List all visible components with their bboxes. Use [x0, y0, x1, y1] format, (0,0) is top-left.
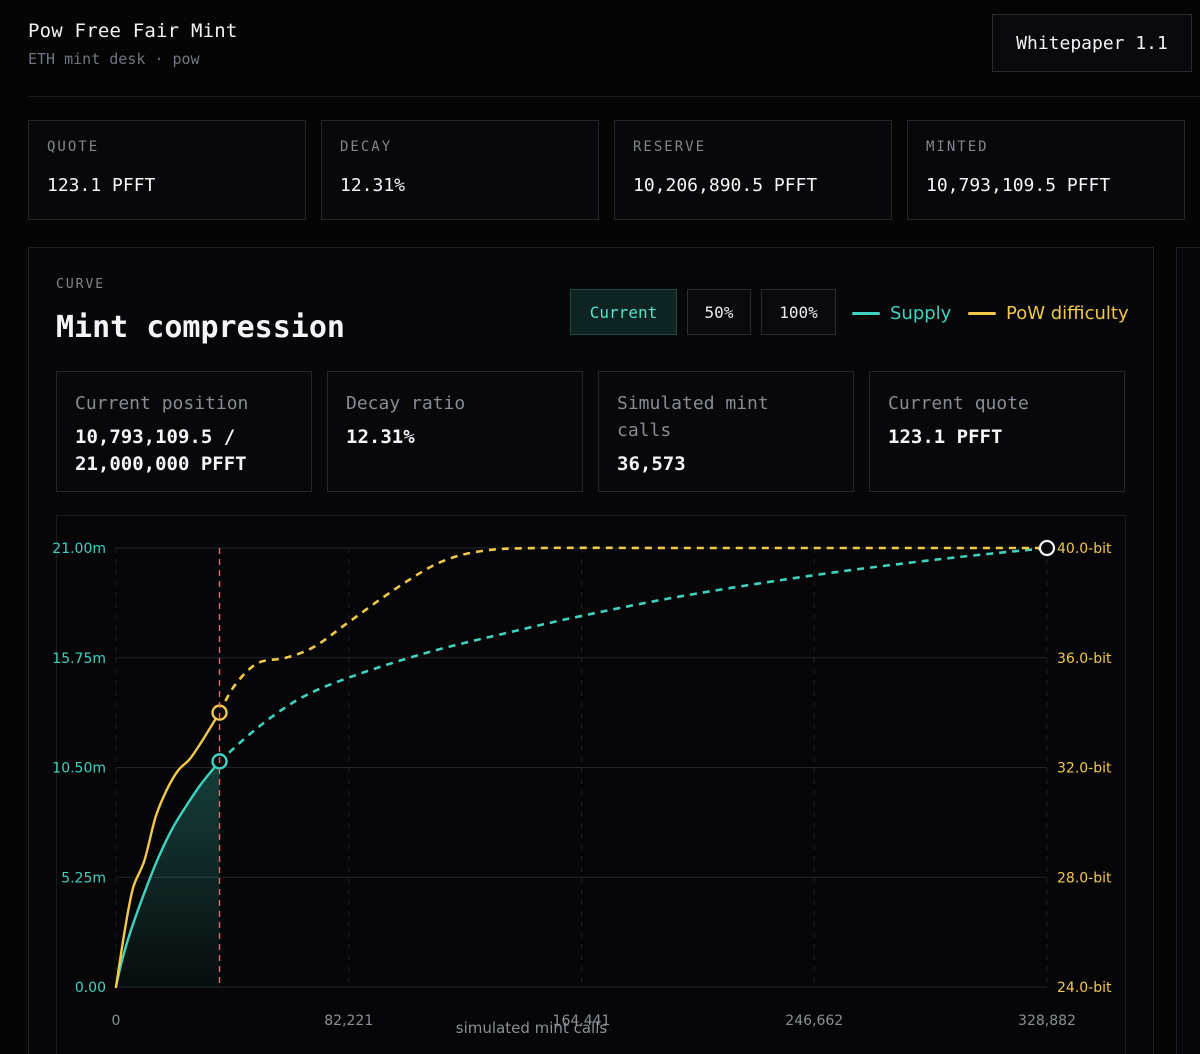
app-subtitle: ETH mint desk · pow	[28, 50, 200, 68]
metric-card-position: Current position 10,793,109.5 / 21,000,0…	[56, 371, 312, 492]
metric-label: Decay ratio	[346, 393, 466, 414]
y-right-tick-label: 40.0-bit	[1057, 541, 1112, 557]
stat-label: MINTED	[926, 139, 989, 155]
metric-value: 10,793,109.5 / 21,000,000 PFFT	[75, 426, 247, 475]
supply-line-projected	[218, 546, 1048, 763]
x-tick-label: 328,882	[1018, 1013, 1076, 1029]
pow-difficulty-line-actual	[114, 711, 221, 989]
header-divider	[28, 96, 1200, 97]
y-left-tick-label: 15.75m	[52, 651, 106, 667]
metric-card-quote: Current quote 123.1 PFFT	[869, 371, 1125, 492]
stat-value: 10,206,890.5 PFFT	[633, 175, 818, 196]
legend-label-supply: Supply	[890, 302, 952, 324]
metric-value: 36,573	[617, 453, 686, 475]
legend-supply: Supply	[852, 300, 951, 326]
metric-value: 12.31%	[346, 426, 415, 448]
legend-pow: PoW difficulty	[968, 300, 1129, 326]
app-title: Pow Free Fair Mint	[28, 20, 238, 42]
stat-label: DECAY	[340, 139, 393, 155]
side-panel	[1176, 247, 1200, 1054]
metric-label: Simulated mint calls	[617, 393, 769, 441]
metric-card-decay: Decay ratio 12.31%	[327, 371, 583, 492]
stat-value: 123.1 PFFT	[47, 175, 156, 196]
stat-label: RESERVE	[633, 139, 707, 155]
x-tick-label: 246,662	[785, 1013, 843, 1029]
metric-value: 123.1 PFFT	[888, 426, 1003, 448]
x-axis-title: simulated mint calls	[456, 1019, 608, 1037]
y-right-tick-label: 24.0-bit	[1057, 980, 1112, 996]
y-left-tick-label: 10.50m	[52, 761, 106, 777]
y-left-tick-label: 0.00	[75, 980, 106, 996]
section-label: CURVE	[56, 277, 106, 292]
x-tick-label: 0	[112, 1013, 121, 1029]
range-button-current[interactable]: Current	[570, 289, 677, 335]
stat-card-reserve: RESERVE 10,206,890.5 PFFT	[614, 120, 892, 220]
endpoint-marker	[1038, 539, 1056, 557]
stat-card-decay: DECAY 12.31%	[321, 120, 599, 220]
y-right-tick-label: 32.0-bit	[1057, 761, 1112, 777]
stat-card-quote: QUOTE 123.1 PFFT	[28, 120, 306, 220]
legend-label-pow: PoW difficulty	[1006, 302, 1129, 324]
section-title: Mint compression	[56, 310, 345, 345]
supply-area-fill	[116, 761, 220, 987]
supply-line-actual	[114, 760, 221, 989]
metric-label: Current position	[75, 393, 249, 414]
pow-difficulty-line-projected	[218, 546, 1047, 714]
x-tick-label: 82,221	[324, 1013, 373, 1029]
metric-card-simulated: Simulated mint calls 36,573	[598, 371, 854, 492]
y-right-tick-label: 36.0-bit	[1057, 651, 1112, 667]
metric-label: Current quote	[888, 393, 1029, 414]
whitepaper-button[interactable]: Whitepaper 1.1	[992, 14, 1192, 72]
range-button-100[interactable]: 100%	[761, 289, 836, 335]
legend-swatch-pow	[968, 311, 996, 315]
range-button-50[interactable]: 50%	[687, 289, 751, 335]
x-tick-label: 164,441	[553, 1013, 611, 1029]
legend-swatch-supply	[852, 311, 880, 315]
stat-label: QUOTE	[47, 139, 100, 155]
chart-frame	[56, 515, 1126, 1054]
y-left-tick-label: 5.25m	[61, 870, 106, 886]
stat-card-minted: MINTED 10,793,109.5 PFFT	[907, 120, 1185, 220]
stat-value: 12.31%	[340, 175, 406, 196]
y-right-tick-label: 28.0-bit	[1057, 870, 1112, 886]
y-left-tick-label: 21.00m	[52, 541, 106, 557]
stat-value: 10,793,109.5 PFFT	[926, 175, 1111, 196]
